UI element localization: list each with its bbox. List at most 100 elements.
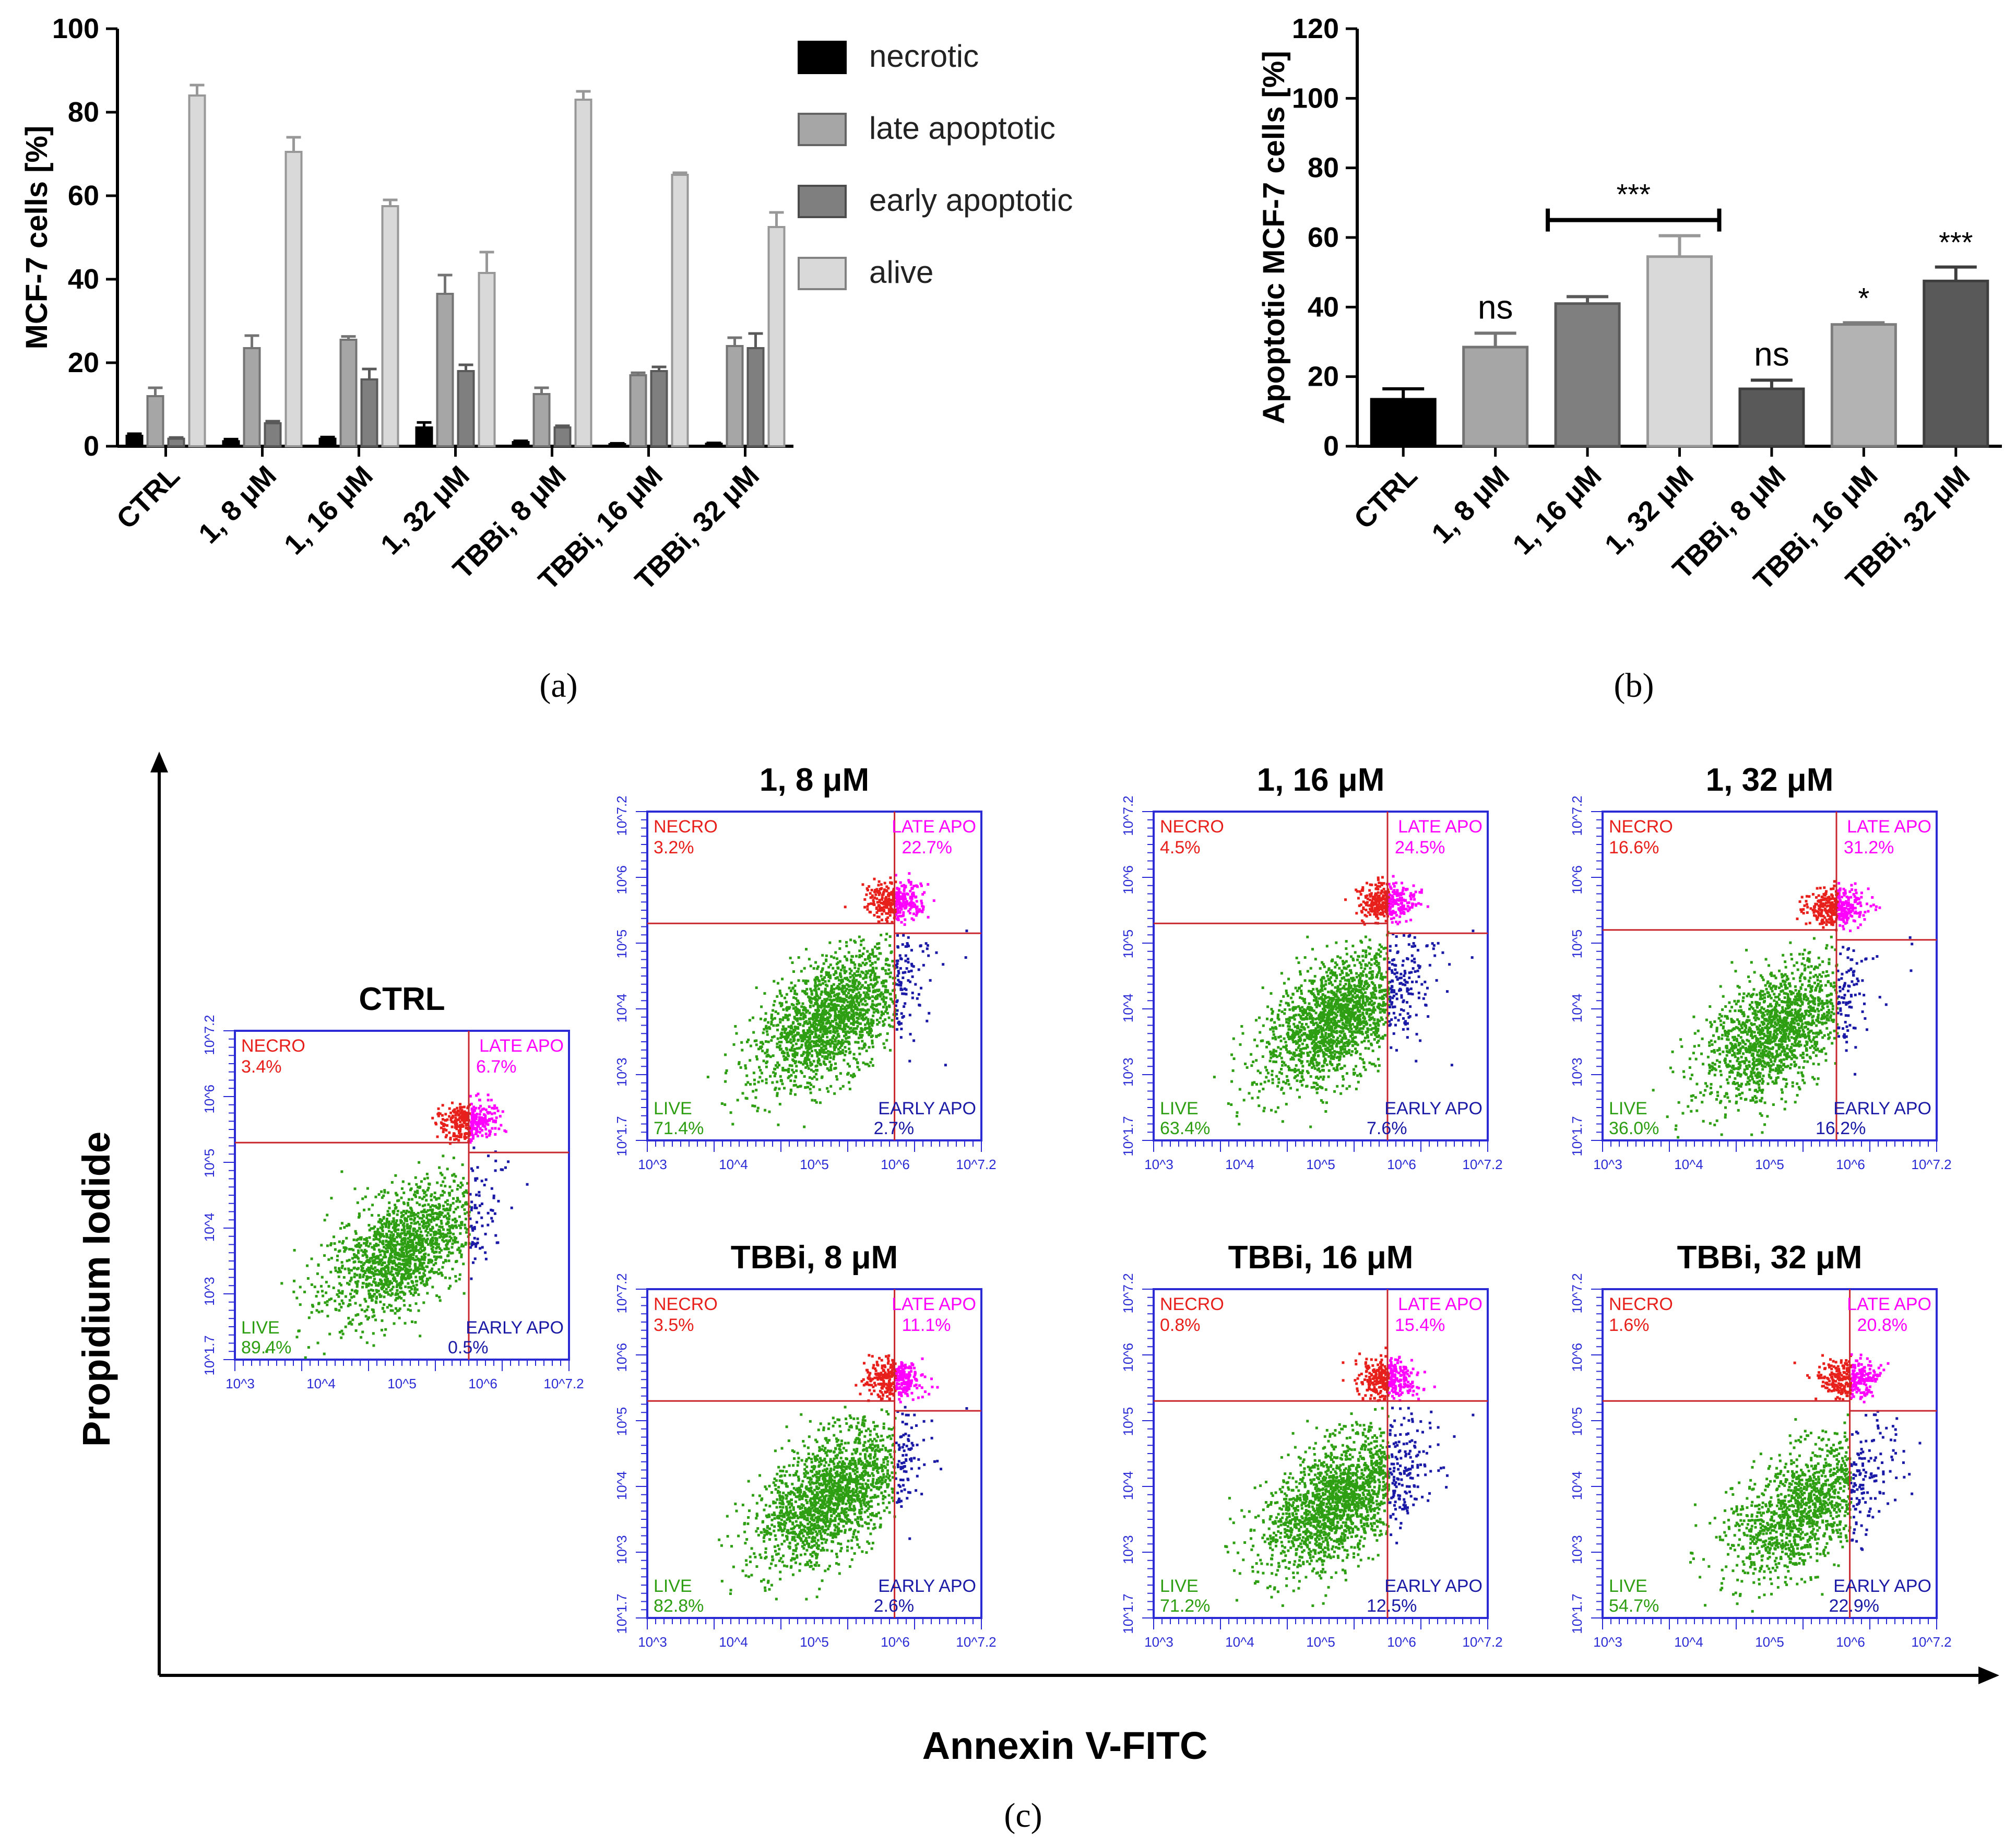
event-dot xyxy=(477,1092,480,1096)
event-dot xyxy=(1348,982,1351,985)
event-dot xyxy=(861,984,864,987)
event-dot xyxy=(840,1019,843,1022)
event-dot xyxy=(389,1254,392,1257)
event-dot xyxy=(400,1211,403,1214)
event-dot xyxy=(353,1266,356,1269)
event-dot xyxy=(471,1241,474,1244)
event-dot xyxy=(791,1022,794,1025)
event-dot xyxy=(829,1009,833,1012)
event-dot xyxy=(825,954,828,957)
event-dot xyxy=(1376,1041,1379,1044)
event-dot xyxy=(466,1211,469,1214)
event-dot xyxy=(852,977,856,980)
event-dot xyxy=(341,1302,345,1305)
event-dot xyxy=(336,1293,339,1296)
event-dot xyxy=(373,1259,376,1262)
event-dot xyxy=(340,1261,343,1264)
event-dot xyxy=(1313,975,1317,978)
event-dot xyxy=(1348,993,1351,996)
event-dot xyxy=(482,1123,485,1126)
event-dot xyxy=(816,1035,819,1039)
event-dot xyxy=(1351,1044,1354,1047)
event-dot xyxy=(904,903,907,906)
event-dot xyxy=(374,1257,377,1260)
event-dot xyxy=(334,1300,337,1303)
event-dot xyxy=(789,1038,792,1041)
event-dot xyxy=(829,995,833,998)
event-dot xyxy=(883,910,886,913)
event-dot xyxy=(413,1270,416,1273)
event-dot xyxy=(883,1046,886,1049)
event-dot xyxy=(402,1263,405,1266)
event-dot xyxy=(348,1247,351,1251)
event-dot xyxy=(833,998,836,1002)
event-dot xyxy=(814,961,817,964)
event-dot xyxy=(447,1259,450,1263)
event-dot xyxy=(822,1060,825,1063)
event-dot xyxy=(805,1062,808,1065)
event-dot xyxy=(759,1069,762,1072)
event-dot xyxy=(1330,981,1333,984)
event-dot xyxy=(431,1211,434,1214)
event-dot xyxy=(834,951,837,954)
event-dot xyxy=(762,1042,765,1045)
event-dot xyxy=(420,1281,423,1284)
event-dot xyxy=(481,1134,484,1137)
event-dot xyxy=(452,1201,455,1205)
event-dot xyxy=(833,1007,836,1010)
event-dot xyxy=(415,1283,418,1287)
event-dot xyxy=(378,1261,382,1264)
pi-axis-title: Propidium Iodide xyxy=(75,1132,118,1447)
event-dot xyxy=(480,1180,483,1183)
event-dot xyxy=(720,1102,724,1105)
event-dot xyxy=(864,973,867,977)
event-dot xyxy=(384,1280,387,1283)
event-dot xyxy=(475,1133,478,1136)
event-dot xyxy=(383,1295,386,1299)
event-dot xyxy=(870,969,873,972)
event-dot xyxy=(814,1023,817,1026)
event-dot xyxy=(822,962,825,965)
event-dot xyxy=(826,1087,829,1090)
event-dot xyxy=(864,1016,868,1019)
event-dot xyxy=(775,1024,778,1027)
event-dot xyxy=(795,993,798,996)
event-dot xyxy=(1323,998,1326,1002)
event-dot xyxy=(444,1185,447,1188)
event-dot xyxy=(1300,1022,1303,1026)
event-dot xyxy=(816,965,820,968)
event-dot xyxy=(908,880,911,884)
event-dot xyxy=(801,990,804,993)
event-dot xyxy=(796,1017,799,1020)
bar-necrotic xyxy=(415,426,433,447)
event-dot xyxy=(877,880,881,883)
event-dot xyxy=(844,1006,847,1009)
event-dot xyxy=(841,1039,844,1042)
event-dot xyxy=(372,1280,375,1283)
event-dot xyxy=(435,1123,438,1126)
event-dot xyxy=(882,1013,885,1016)
event-dot xyxy=(324,1301,327,1304)
event-dot xyxy=(805,992,809,995)
event-dot xyxy=(876,1023,879,1026)
event-dot xyxy=(445,1239,448,1242)
event-dot xyxy=(410,1280,413,1283)
event-dot xyxy=(493,1112,496,1115)
event-dot xyxy=(422,1215,425,1218)
event-dot xyxy=(1288,1038,1291,1041)
event-dot xyxy=(472,1134,475,1137)
annexin-axis-title: Annexin V-FITC xyxy=(922,1724,1208,1767)
event-dot xyxy=(480,1202,483,1205)
event-dot xyxy=(421,1204,424,1207)
event-dot xyxy=(434,1261,437,1265)
event-dot xyxy=(767,1040,770,1043)
event-dot xyxy=(388,1230,391,1233)
event-dot xyxy=(886,989,890,992)
event-dot xyxy=(443,1235,446,1238)
event-dot xyxy=(379,1226,382,1229)
event-dot xyxy=(349,1303,352,1306)
event-dot xyxy=(473,1236,476,1240)
event-dot xyxy=(391,1266,394,1269)
event-dot xyxy=(858,1068,861,1072)
event-dot xyxy=(412,1219,416,1222)
